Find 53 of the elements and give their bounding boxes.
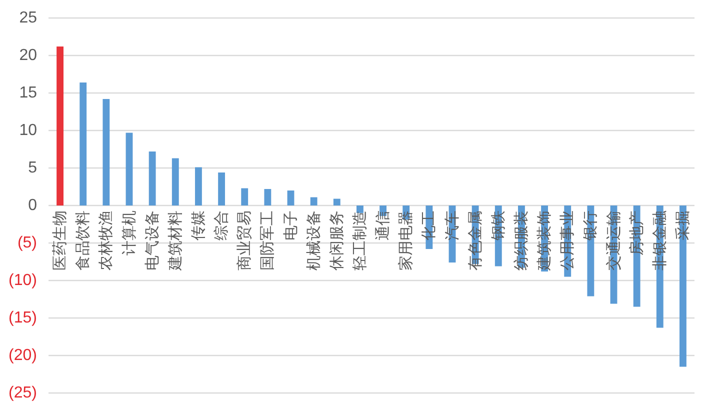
y-tick-label: (25) [8,384,37,402]
x-tick-label: 农林牧渔 [98,210,115,270]
x-tick-label: 传媒 [190,210,207,240]
x-tick-label: 建筑材料 [166,210,184,272]
x-tick-label: 公用事业 [559,210,576,270]
y-tick-label: 5 [28,160,38,176]
x-tick-label: 有色金属 [466,210,484,270]
bar [356,206,364,213]
bar [218,172,225,206]
y-tick-label: (10) [8,272,37,289]
bar [102,99,110,206]
y-tick-label: (20) [8,347,37,364]
x-tick-label: 国防军工 [259,210,276,270]
x-tick-label: 通信 [374,210,392,240]
bar [148,152,156,206]
x-tick-label: 非银金融 [651,210,668,270]
x-tick-label: 医药生物 [52,210,69,270]
x-tick-label: 电气设备 [144,210,161,270]
x-tick-label: 纺织服装 [512,210,530,270]
y-tick-label: 20 [19,47,38,64]
x-tick-label: 采掘 [674,210,692,240]
bar [126,132,133,206]
y-tick-label: 10 [19,122,38,139]
x-tick-label: 商业贸易 [236,210,254,270]
x-tick-label: 综合 [213,210,230,240]
x-tick-label: 钢铁 [490,210,507,242]
y-tick-label: 0 [28,197,38,214]
x-tick-label: 食品饮料 [74,210,92,270]
x-tick-label: 电子 [282,210,300,240]
bar [80,82,87,206]
x-tick-label: 计算机 [120,210,138,256]
x-tick-label: 汽车 [444,210,461,240]
bar [195,167,202,206]
bar [241,188,248,206]
x-tick-label: 化工 [420,210,438,240]
y-tick-label: 25 [19,10,38,26]
bar [264,189,272,206]
bar [172,158,179,206]
y-tick-label: (15) [8,310,37,326]
x-tick-label: 银行 [582,210,600,242]
bar [333,198,340,206]
x-tick-label: 轻工制造 [351,210,368,270]
y-tick-label: (5) [17,234,37,252]
x-tick-label: 家用电器 [398,210,415,270]
x-tick-label: 房地产 [628,210,646,256]
bar [310,197,318,206]
x-tick-label: 交通运输 [605,210,622,270]
x-tick-label: 建筑装饰 [536,210,554,272]
x-tick-label: 休闲服务 [328,210,346,270]
bar [56,46,64,206]
bar [287,190,294,206]
y-tick-label: 15 [19,84,38,102]
x-tick-label: 机械设备 [305,210,322,270]
